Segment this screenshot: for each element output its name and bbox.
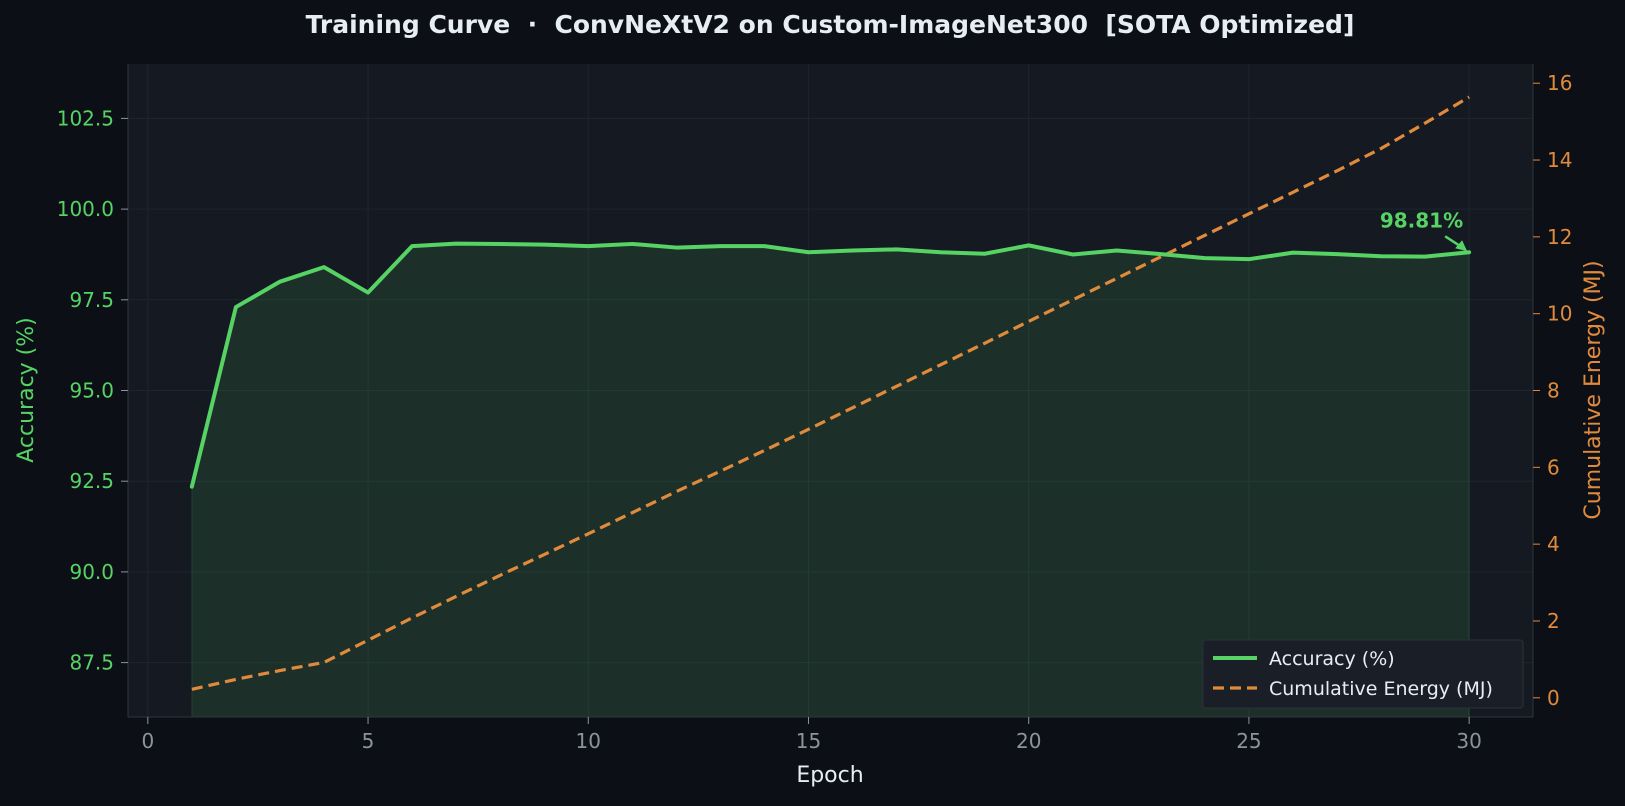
energy-point (1071, 298, 1074, 301)
y-right-tick-label: 12 (1547, 225, 1572, 249)
legend-label: Cumulative Energy (MJ) (1269, 678, 1493, 700)
y-left-tick-label: 100.0 (57, 197, 114, 221)
y-left-tick-label: 92.5 (69, 469, 114, 493)
y-right-tick-label: 16 (1547, 71, 1572, 95)
energy-point (1203, 234, 1206, 237)
accuracy-point (322, 266, 325, 269)
legend: Accuracy (%) Cumulative Energy (MJ) (1202, 639, 1524, 709)
energy-point (939, 363, 942, 366)
annotation-label: 98.81% (1380, 208, 1463, 232)
x-tick-label: 5 (362, 729, 375, 753)
accuracy-point (631, 242, 634, 245)
accuracy-point (1468, 251, 1471, 254)
energy-point (455, 595, 458, 598)
energy-point (278, 669, 281, 672)
legend-box (1202, 639, 1524, 709)
energy-point (322, 661, 325, 664)
accuracy-point (1027, 244, 1030, 247)
energy-point (1336, 169, 1339, 172)
series-line-cumulative-energy (191, 95, 1470, 691)
accuracy-point (1247, 258, 1250, 261)
x-tick-label: 10 (576, 729, 601, 753)
accuracy-point (895, 248, 898, 251)
accuracy-point (763, 245, 766, 248)
y-left-tick-label: 87.5 (69, 651, 114, 675)
energy-point (719, 470, 722, 473)
y-right-tick-label: 10 (1547, 302, 1572, 326)
x-tick-label: 25 (1236, 729, 1261, 753)
energy-point (631, 511, 634, 514)
energy-point (1159, 255, 1162, 258)
y-right-tick-label: 14 (1547, 148, 1572, 172)
accuracy-point (1336, 253, 1339, 256)
accuracy-point (543, 243, 546, 246)
accuracy-point (719, 245, 722, 248)
accuracy-point (1159, 253, 1162, 256)
energy-point (587, 532, 590, 535)
y-right-tick-label: 8 (1547, 379, 1560, 403)
chart-title: Training Curve · ConvNeXtV2 on Custom-Im… (306, 10, 1355, 39)
energy-point (367, 639, 370, 642)
y-right-tick-label: 4 (1547, 532, 1560, 556)
accuracy-point (675, 246, 678, 249)
energy-point (1380, 147, 1383, 150)
accuracy-point (851, 249, 854, 252)
accuracy-point (939, 251, 942, 254)
energy-point (1468, 96, 1471, 99)
y-left-tick-label: 97.5 (69, 288, 114, 312)
legend-label: Accuracy (%) (1269, 648, 1395, 670)
y-left-tick-label: 90.0 (69, 560, 114, 584)
accuracy-point (234, 306, 237, 309)
accuracy-point (807, 251, 810, 254)
accuracy-point (455, 242, 458, 245)
accuracy-point (1291, 251, 1294, 254)
accuracy-point (1203, 257, 1206, 260)
energy-point (1247, 212, 1250, 215)
x-axis-label: Epoch (796, 763, 863, 788)
x-tick-label: 30 (1456, 729, 1481, 753)
energy-point (1115, 277, 1118, 280)
energy-point (1291, 191, 1294, 194)
energy-point (499, 574, 502, 577)
x-tick-label: 0 (141, 729, 154, 753)
y-right-tick-label: 0 (1547, 686, 1560, 710)
y-left-tick-label: 102.5 (57, 106, 114, 130)
energy-point (763, 449, 766, 452)
accuracy-point (1380, 255, 1383, 258)
x-tick-label: 15 (796, 729, 821, 753)
x-tick-label: 20 (1016, 729, 1041, 753)
energy-point (190, 688, 193, 691)
y-right-tick-label: 6 (1547, 455, 1560, 479)
accuracy-point (367, 291, 370, 294)
energy-point (895, 385, 898, 388)
accuracy-point (587, 245, 590, 248)
energy-point (234, 678, 237, 681)
energy-point (411, 616, 414, 619)
y-left-tick-label: 95.0 (69, 379, 114, 403)
accuracy-point (1071, 253, 1074, 256)
annotation-arrow-head (1455, 240, 1468, 252)
energy-point (807, 428, 810, 431)
accuracy-point (499, 242, 502, 245)
energy-point (543, 553, 546, 556)
energy-point (675, 490, 678, 493)
energy-point (851, 406, 854, 409)
accuracy-point (1115, 249, 1118, 252)
series-line-accuracy (189, 241, 1472, 489)
y-axis-right-label: Cumulative Energy (MJ) (1581, 260, 1606, 519)
accuracy-point (411, 245, 414, 248)
y-axis-left-label: Accuracy (%) (14, 317, 39, 463)
y-right-tick-label: 2 (1547, 609, 1560, 633)
accuracy-point (983, 252, 986, 255)
energy-point (1424, 122, 1427, 125)
accuracy-point (278, 280, 281, 283)
accuracy-point (190, 485, 193, 488)
energy-point (983, 342, 986, 345)
accuracy-point (1424, 255, 1427, 258)
plot-layer: 0 5 10 15 20 25 3087.590.092.595.097.5100.0102… (57, 64, 1572, 753)
energy-point (1027, 320, 1030, 323)
